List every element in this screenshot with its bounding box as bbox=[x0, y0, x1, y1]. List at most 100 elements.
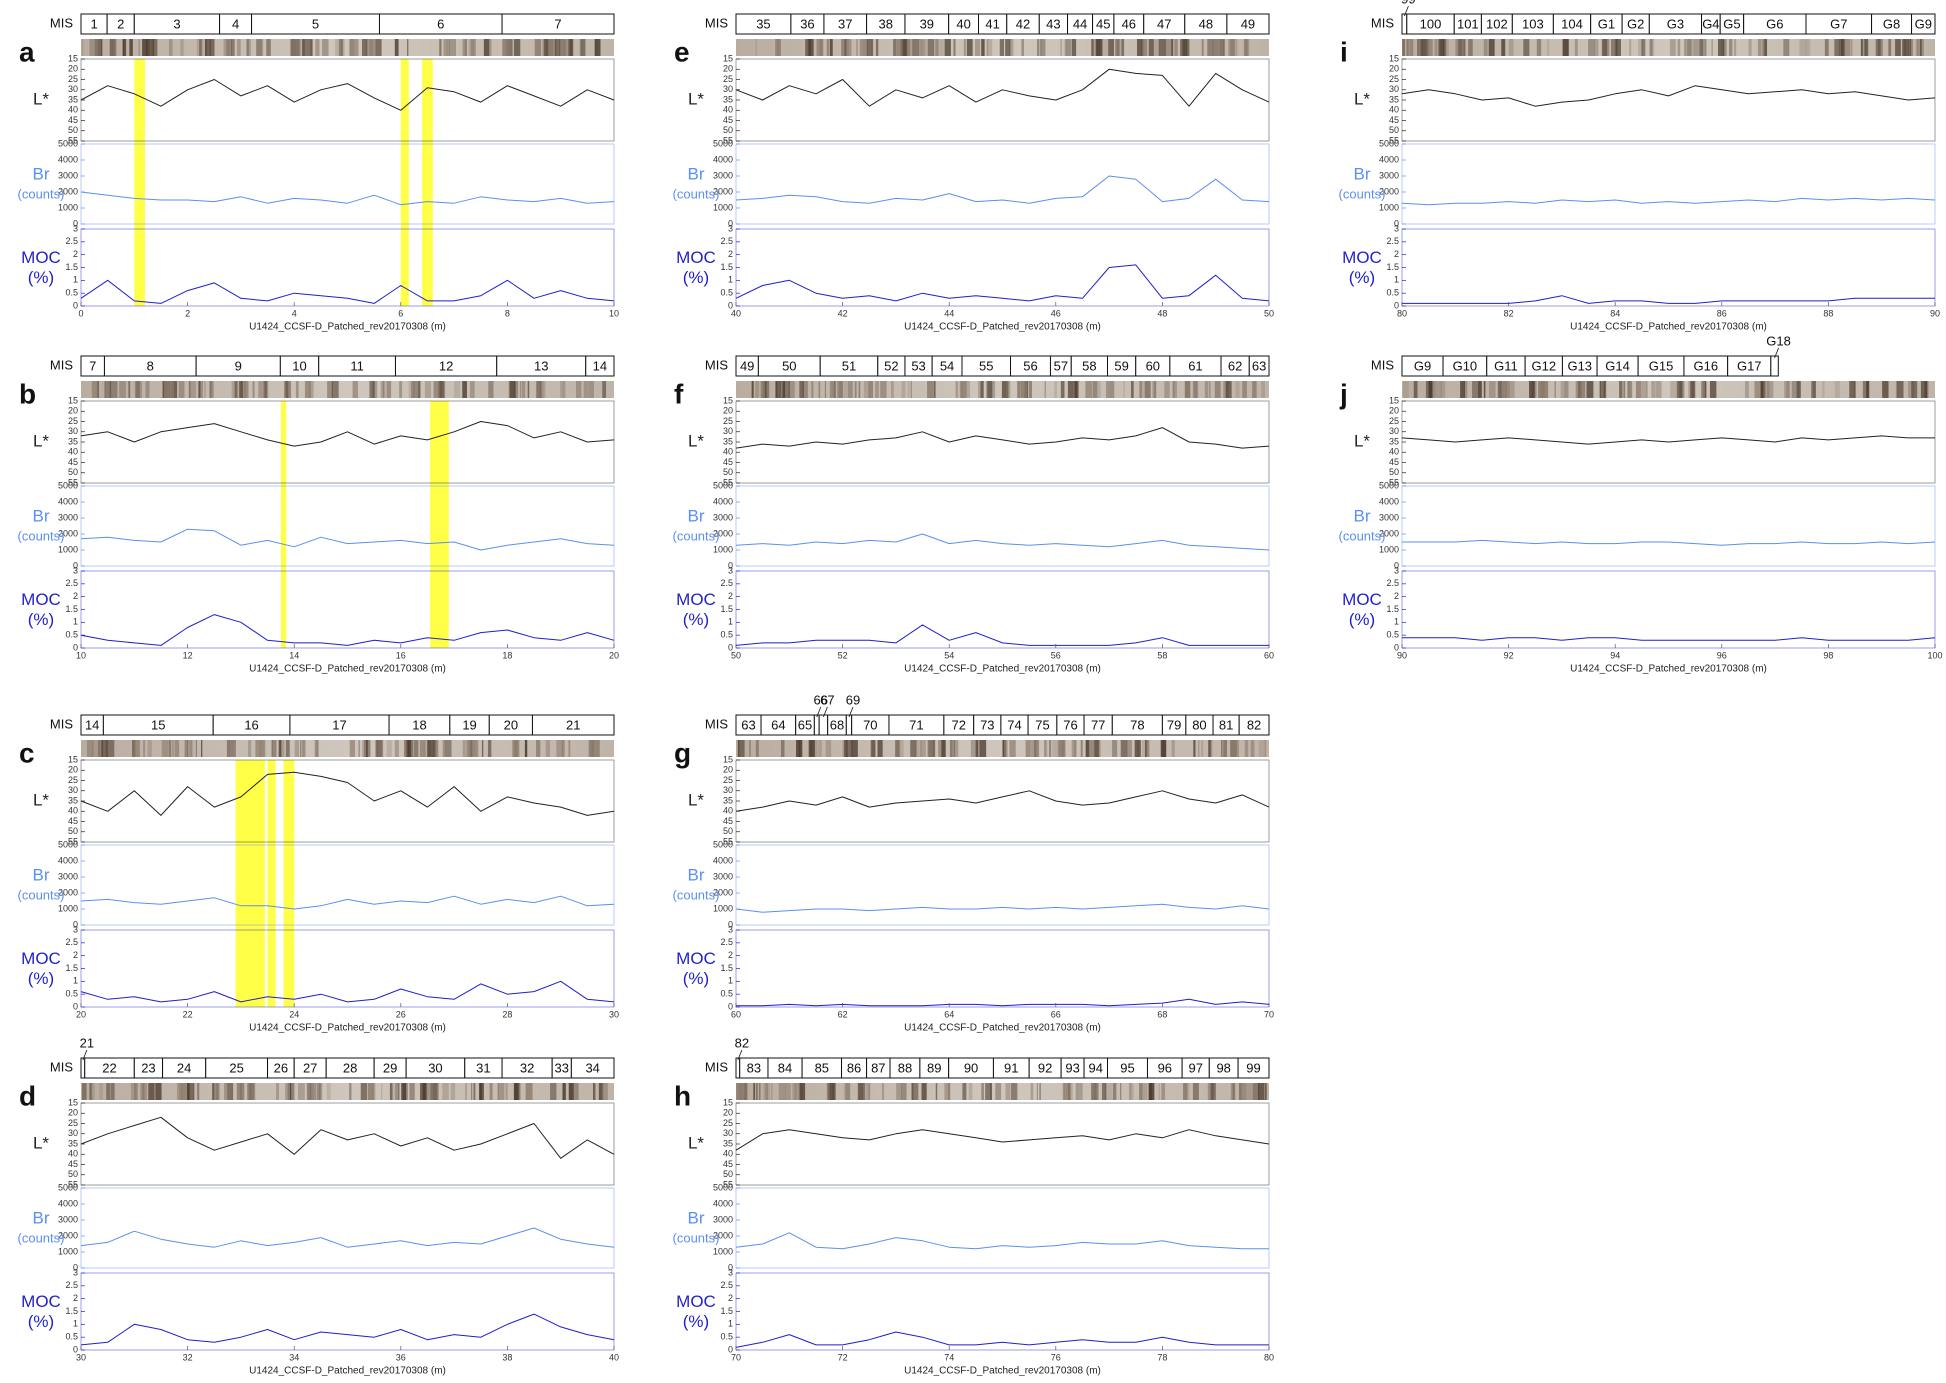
y-tick-label: 25 bbox=[723, 74, 733, 84]
mis-leader bbox=[1774, 347, 1779, 359]
core-stripe bbox=[432, 1083, 439, 1100]
y-tick-label: 2 bbox=[73, 950, 78, 960]
core-stripe bbox=[399, 381, 403, 398]
x-tick-label: 48 bbox=[1157, 308, 1167, 318]
core-stripe bbox=[1441, 39, 1445, 56]
core-stripe bbox=[758, 1083, 761, 1100]
core-stripe bbox=[178, 381, 185, 398]
core-stripe bbox=[1154, 39, 1160, 56]
core-stripe bbox=[273, 740, 276, 757]
panel-letter: g bbox=[674, 737, 691, 768]
core-stripe bbox=[550, 39, 557, 56]
y-tick-label: 0.5 bbox=[65, 288, 78, 298]
plot-frame bbox=[1401, 485, 1936, 567]
core-stripe bbox=[134, 381, 140, 398]
core-stripe bbox=[257, 39, 264, 56]
series-label: MOC bbox=[21, 590, 61, 609]
series-unit: (%) bbox=[28, 610, 54, 629]
core-stripe bbox=[859, 39, 862, 56]
y-tick-label: 1 bbox=[728, 1319, 733, 1329]
core-stripe bbox=[413, 381, 418, 398]
mis-stage-label: 19 bbox=[462, 717, 476, 732]
core-stripe bbox=[979, 740, 987, 757]
core-stripe bbox=[933, 381, 936, 398]
core-stripe bbox=[562, 1083, 567, 1100]
y-tick-label: 3000 bbox=[58, 512, 78, 522]
core-stripe bbox=[178, 1083, 185, 1100]
core-stripe bbox=[513, 1083, 519, 1100]
core-stripe bbox=[409, 1083, 415, 1100]
core-stripe bbox=[904, 39, 907, 56]
y-tick-label: 0 bbox=[728, 642, 733, 652]
core-stripe bbox=[901, 1083, 907, 1100]
x-tick-label: 96 bbox=[1717, 650, 1727, 660]
core-stripe bbox=[1054, 381, 1058, 398]
core-stripe bbox=[1029, 740, 1036, 757]
core-stripe bbox=[1641, 39, 1646, 56]
core-stripe bbox=[986, 381, 993, 398]
core-stripe bbox=[1029, 740, 1037, 757]
y-tick-label: 50 bbox=[1389, 125, 1399, 135]
core-stripe bbox=[1911, 381, 1918, 398]
core-stripe bbox=[1030, 1083, 1034, 1100]
core-stripe bbox=[331, 381, 339, 398]
core-stripe bbox=[1799, 39, 1807, 56]
core-stripe bbox=[1184, 381, 1189, 398]
core-stripe bbox=[778, 1083, 786, 1100]
core-stripe bbox=[82, 1083, 87, 1100]
core-stripe bbox=[1757, 39, 1762, 56]
core-stripe bbox=[1406, 39, 1409, 56]
mis-stage-label: 31 bbox=[476, 1060, 490, 1075]
series-unit: (counts) bbox=[673, 528, 720, 543]
core-stripe bbox=[1076, 1083, 1083, 1100]
y-tick-label: 3000 bbox=[1379, 170, 1399, 180]
core-stripe bbox=[575, 381, 582, 398]
y-tick-label: 1000 bbox=[58, 1246, 78, 1256]
core-stripe bbox=[990, 1083, 992, 1100]
core-stripe bbox=[1183, 1083, 1188, 1100]
y-tick-label: 30 bbox=[723, 1128, 733, 1138]
core-stripe bbox=[775, 381, 782, 398]
core-stripe bbox=[106, 1083, 111, 1100]
mis-stage-label: 60 bbox=[1146, 358, 1160, 373]
y-tick-label: 40 bbox=[68, 1149, 78, 1159]
x-tick-label: 90 bbox=[1930, 308, 1940, 318]
core-stripe bbox=[799, 740, 803, 757]
core-stripe bbox=[1586, 381, 1594, 398]
x-tick-label: 88 bbox=[1823, 308, 1833, 318]
core-stripe bbox=[782, 381, 786, 398]
core-stripe bbox=[844, 740, 848, 757]
mis-stage-label: 83 bbox=[747, 1060, 761, 1075]
mis-stage bbox=[813, 714, 820, 736]
core-stripe bbox=[1620, 381, 1625, 398]
y-tick-label: 2.5 bbox=[720, 1280, 733, 1290]
core-stripe bbox=[109, 381, 112, 398]
core-stripe bbox=[851, 740, 858, 757]
y-tick-label: 2000 bbox=[58, 186, 78, 196]
y-tick-label: 1.5 bbox=[720, 1306, 733, 1316]
core-stripe bbox=[1173, 381, 1177, 398]
mis-stage bbox=[1237, 1057, 1270, 1079]
series-unit: (counts) bbox=[18, 186, 65, 201]
y-tick-label: 4000 bbox=[713, 1198, 733, 1208]
core-stripe bbox=[921, 39, 928, 56]
y-tick-label: 40 bbox=[1389, 447, 1399, 457]
core-stripe bbox=[739, 1083, 744, 1100]
mis-stage-label: 75 bbox=[1035, 717, 1049, 732]
y-tick-label: 25 bbox=[68, 775, 78, 785]
y-tick-label: 20 bbox=[723, 765, 733, 775]
mis-stage bbox=[1911, 13, 1936, 35]
core-stripe bbox=[382, 381, 385, 398]
core-stripe bbox=[844, 381, 848, 398]
core-stripe bbox=[1107, 1083, 1113, 1100]
core-stripe bbox=[1443, 39, 1449, 56]
core-stripe bbox=[1413, 381, 1418, 398]
core-stripe bbox=[1849, 381, 1856, 398]
series-line bbox=[80, 421, 615, 447]
core-stripe bbox=[1123, 381, 1125, 398]
core-stripe bbox=[583, 381, 589, 398]
series-label: L* bbox=[33, 790, 49, 809]
y-tick-label: 1 bbox=[73, 275, 78, 285]
series-label: MOC bbox=[21, 1292, 61, 1311]
x-tick-label: 46 bbox=[1051, 308, 1061, 318]
